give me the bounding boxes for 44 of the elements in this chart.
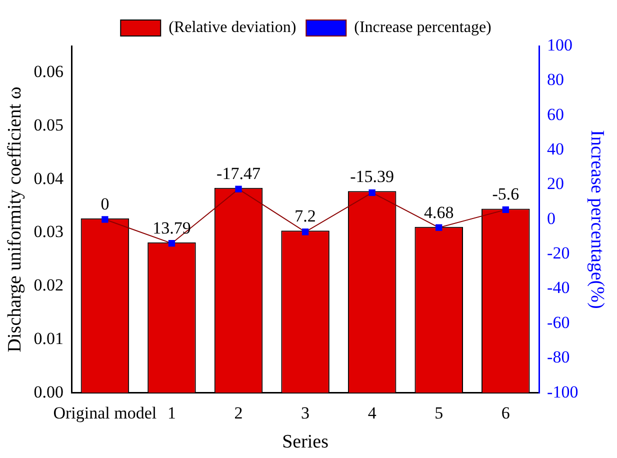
point [102, 216, 108, 223]
y-axis-title: Discharge uniformity coefficient ω [4, 86, 26, 352]
x-tick-label: 4 [368, 403, 377, 422]
point [235, 186, 242, 192]
y2-tick-label: -60 [547, 312, 570, 332]
y2-tick-label: -40 [547, 278, 570, 298]
x-tick-label: 6 [501, 403, 510, 422]
x-tick-label: 1 [167, 403, 176, 422]
y-tick-label: 0.02 [34, 276, 64, 295]
legend-label: (Relative deviation) [168, 19, 296, 36]
x-tick-label: 5 [434, 403, 444, 422]
legend-label: (Increase percentage) [354, 19, 492, 36]
y2-tick-label: 0 [547, 208, 556, 228]
y-tick-label: 0.03 [34, 222, 64, 242]
y-tick-label: 0.05 [34, 116, 64, 134]
annotation: -17.47 [216, 164, 261, 183]
y-tick-label: 0.06 [34, 62, 64, 82]
point [302, 228, 309, 236]
x-tick-label: 2 [234, 403, 243, 422]
x-axis-title: Series [282, 432, 329, 453]
x-tick-label: Original model [53, 403, 157, 422]
annotation: 13.79 [152, 218, 191, 238]
annotation: 0 [100, 194, 110, 214]
y-tick-label: 0.04 [34, 168, 64, 188]
y-tick-label: 0.01 [34, 328, 64, 348]
point [502, 206, 509, 214]
y2-tick-label: 100 [547, 35, 573, 54]
y2-tick-label: 20 [547, 174, 564, 194]
point [368, 189, 376, 196]
y-tick-label: 0.00 [34, 382, 64, 402]
y2-tick-label: -100 [547, 382, 578, 402]
y2-tick-label: -20 [547, 244, 570, 263]
y2-axis-title: Increase percentage(%) [586, 130, 608, 309]
annotation: -15.39 [350, 167, 394, 186]
y2-tick-label: 80 [547, 70, 564, 90]
y2-tick-label: 40 [547, 140, 564, 159]
y2-tick-label: 60 [547, 104, 564, 124]
annotation: 7.2 [294, 206, 316, 226]
point [436, 224, 442, 231]
x-tick-label: 3 [301, 403, 310, 422]
annotation: -5.6 [492, 184, 520, 204]
annotation: 4.68 [424, 202, 454, 222]
point [168, 240, 176, 247]
y2-tick-label: -80 [547, 348, 570, 367]
